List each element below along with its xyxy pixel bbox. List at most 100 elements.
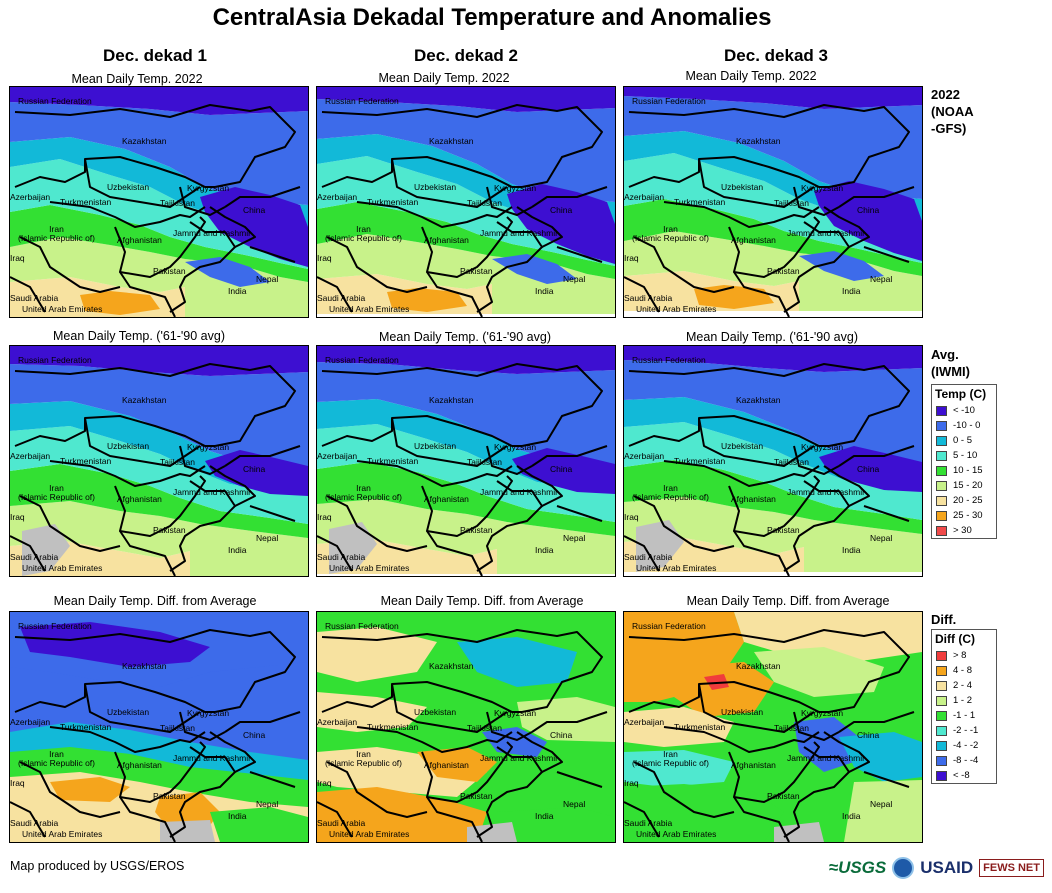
country-border xyxy=(326,495,428,552)
place-label-azerbaijan: Azerbaijan xyxy=(317,717,358,727)
place-label-india: India xyxy=(842,811,861,821)
country-border xyxy=(663,460,820,487)
place-label-jammu: Jammu and Kashmir xyxy=(480,228,558,238)
country-border xyxy=(356,726,513,753)
legend-label: 5 - 10 xyxy=(953,450,978,461)
country-border xyxy=(476,480,543,572)
place-label-pakistan: Pakistan xyxy=(767,791,800,801)
place-label-afghanistan: Afghanistan xyxy=(117,235,162,245)
place-label-kyrgyzstan: Kyrgyzstan xyxy=(187,708,230,718)
country-border xyxy=(224,711,301,733)
place-label-azerbaijan: Azerbaijan xyxy=(10,717,51,727)
map-panel-avg-dekad-1: Russian Federation Kazakhstan Uzbekistan Ky… xyxy=(9,345,309,577)
map-color-region xyxy=(10,364,308,470)
map-color-region xyxy=(10,464,308,538)
legend-difference-title: Diff (C) xyxy=(935,632,975,646)
place-label-india: India xyxy=(535,545,554,555)
country-border xyxy=(838,711,915,733)
place-label-china: China xyxy=(857,205,880,215)
country-border xyxy=(426,796,483,842)
place-label-russia: Russian Federation xyxy=(18,621,92,631)
place-label-kazakhstan: Kazakhstan xyxy=(736,395,781,405)
row-label-diff: Diff. xyxy=(931,612,957,627)
place-label-jammu: Jammu and Kashmir xyxy=(173,228,251,238)
map-color-region xyxy=(10,102,308,205)
map-panel-2022-dekad-3: Russian Federation Kazakhstan Uzbekistan Ky… xyxy=(623,86,923,318)
country-border xyxy=(426,530,483,576)
country-border xyxy=(728,216,820,278)
map-panel-2022-dekad-1: Russian Federation Kazakhstan Uzbekistan Ky… xyxy=(9,86,309,318)
country-border xyxy=(49,201,206,228)
place-label-nepal: Nepal xyxy=(563,799,586,809)
map-color-region xyxy=(799,251,884,281)
place-label-afghanistan: Afghanistan xyxy=(424,494,469,504)
legend-label: < -10 xyxy=(953,405,975,416)
country-border xyxy=(823,465,870,507)
place-label-tajikistan: Tajikistan xyxy=(160,457,195,467)
map-color-region xyxy=(317,499,615,574)
map-color-region xyxy=(814,181,922,261)
place-label-uae: United Arab Emirates xyxy=(22,304,103,314)
place-label-russia: Russian Federation xyxy=(632,621,706,631)
map-panel-diff-dekad-1: Russian Federation Kazakhstan Uzbekistan Ky… xyxy=(9,611,309,843)
legend-label: 15 - 20 xyxy=(953,480,983,491)
country-border xyxy=(321,104,603,188)
country-border xyxy=(556,246,603,263)
country-border xyxy=(10,276,46,313)
legend-temperature-title: Temp (C) xyxy=(935,387,987,401)
place-label-pakistan: Pakistan xyxy=(153,266,186,276)
country-border xyxy=(321,415,522,447)
country-border xyxy=(321,681,522,713)
place-label-turkmenistan: Turkmenistan xyxy=(367,456,419,466)
map-color-region xyxy=(329,522,377,574)
legend-swatch xyxy=(936,740,947,751)
place-label-iran: Iran (Islamic Republic of) xyxy=(325,224,402,243)
place-label-china: China xyxy=(857,730,880,740)
map-color-region xyxy=(160,820,215,842)
place-label-uae: United Arab Emirates xyxy=(22,829,103,839)
legend_temp-item: 15 - 20 xyxy=(932,478,996,493)
map-color-region xyxy=(10,159,308,269)
map-svg xyxy=(317,346,615,576)
legend_temp-item: -10 - 0 xyxy=(932,418,996,433)
country-border xyxy=(728,741,820,803)
place-label-china: China xyxy=(243,730,266,740)
legend_temp-item: 25 - 30 xyxy=(932,508,996,523)
country-border xyxy=(169,221,236,313)
map-svg xyxy=(317,87,615,317)
country-border xyxy=(633,761,735,818)
partner-logos: ≈USGS USAID FEWS NET xyxy=(829,852,1044,884)
place-label-azerbaijan: Azerbaijan xyxy=(624,717,665,727)
place-label-nepal: Nepal xyxy=(870,799,893,809)
country-border xyxy=(663,201,820,228)
legend-swatch xyxy=(936,755,947,766)
map-svg xyxy=(317,612,615,842)
legend-swatch xyxy=(936,525,947,536)
map-color-region xyxy=(624,96,922,199)
place-label-china: China xyxy=(550,205,573,215)
map-color-region xyxy=(317,87,615,112)
map-panel-avg-dekad-3: Russian Federation Kazakhstan Uzbekistan Ky… xyxy=(623,345,923,577)
country-border xyxy=(421,475,513,537)
place-label-kyrgyzstan: Kyrgyzstan xyxy=(494,183,537,193)
map-title: CentralAsia Dekadal Temperature and Anom… xyxy=(212,4,772,31)
place-label-turkmenistan: Turkmenistan xyxy=(674,456,726,466)
country-border xyxy=(391,417,508,467)
country-border xyxy=(531,445,608,467)
place-label-kyrgyzstan: Kyrgyzstan xyxy=(187,442,230,452)
map-color-region xyxy=(819,446,922,492)
country-border xyxy=(19,761,121,818)
legend-swatch xyxy=(936,710,947,721)
legend_temp-item: 10 - 15 xyxy=(932,463,996,478)
map-color-region xyxy=(317,156,615,266)
place-label-russia: Russian Federation xyxy=(632,355,706,365)
place-label-iraq: Iraq xyxy=(10,778,25,788)
country-border xyxy=(391,158,508,208)
place-label-turkmenistan: Turkmenistan xyxy=(367,197,419,207)
country-border xyxy=(733,530,790,576)
place-label-iran: Iran (Islamic Republic of) xyxy=(632,749,709,768)
country-border xyxy=(249,505,296,522)
place-label-jammu: Jammu and Kashmir xyxy=(173,753,251,763)
place-label-uae: United Arab Emirates xyxy=(636,829,717,839)
legend_diff-item: > 8 xyxy=(932,648,996,663)
